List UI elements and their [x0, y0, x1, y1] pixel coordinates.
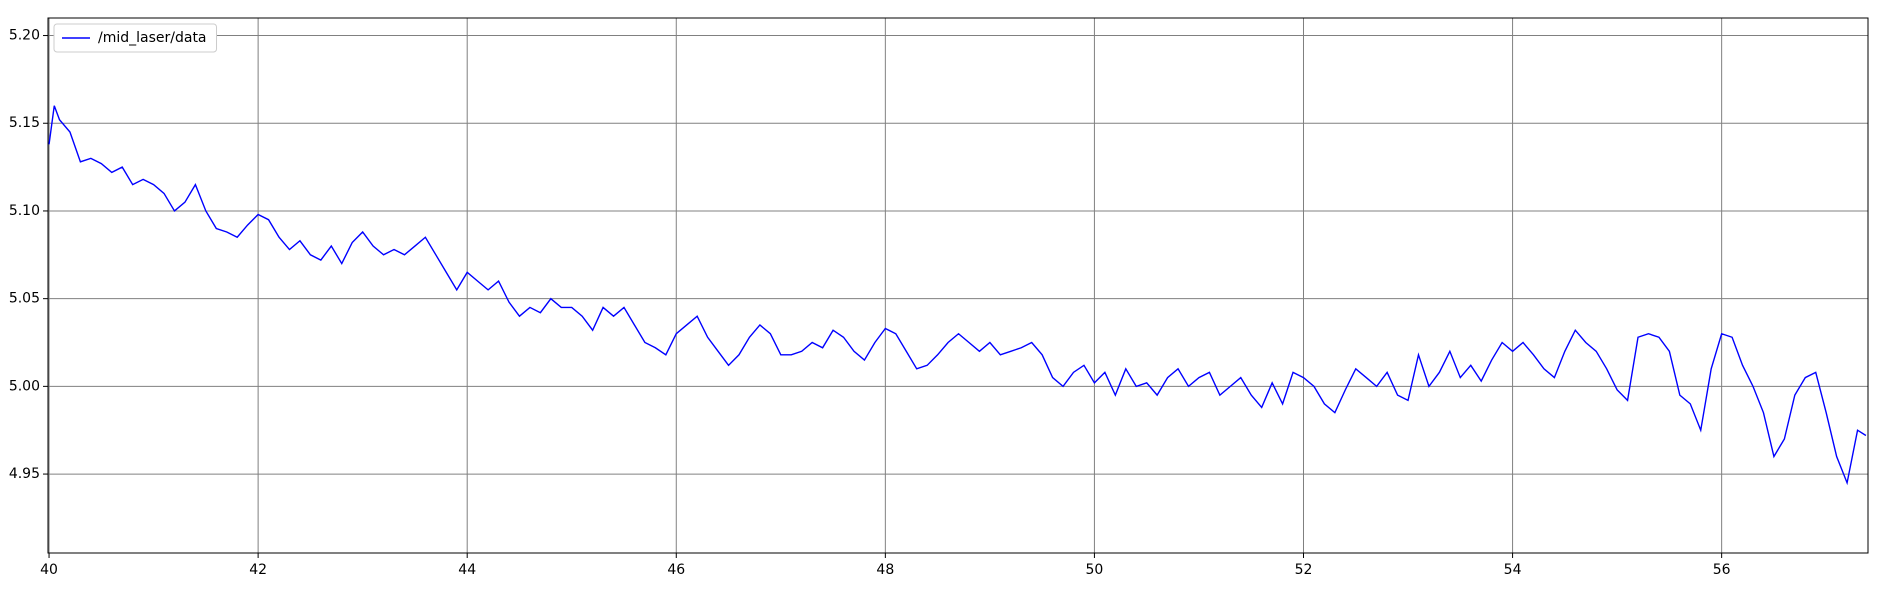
- legend: /mid_laser/data: [53, 23, 218, 53]
- x-tick-label: 42: [249, 562, 267, 578]
- x-tick-label: 40: [40, 562, 58, 578]
- x-tick-label: 44: [458, 562, 476, 578]
- y-tick-label: 5.05: [9, 291, 40, 307]
- plot-area: [48, 18, 1868, 553]
- y-tick-label: 5.10: [9, 203, 40, 219]
- plot-frame: [47, 17, 1869, 554]
- data-line: [48, 105, 1867, 486]
- y-tick-label: 5.20: [9, 28, 40, 44]
- x-tick-label: 56: [1713, 562, 1731, 578]
- legend-label: /mid_laser/data: [98, 30, 207, 46]
- y-tick-label: 5.15: [9, 115, 40, 131]
- y-tick-label: 4.95: [9, 466, 40, 482]
- x-tick-label: 46: [667, 562, 685, 578]
- legend-box: [53, 23, 218, 53]
- y-tick-label: 5.00: [9, 378, 40, 394]
- x-tick-label: 52: [1295, 562, 1313, 578]
- x-tick-label: 48: [876, 562, 894, 578]
- x-tick-label: 50: [1086, 562, 1104, 578]
- x-tick-label: 54: [1504, 562, 1522, 578]
